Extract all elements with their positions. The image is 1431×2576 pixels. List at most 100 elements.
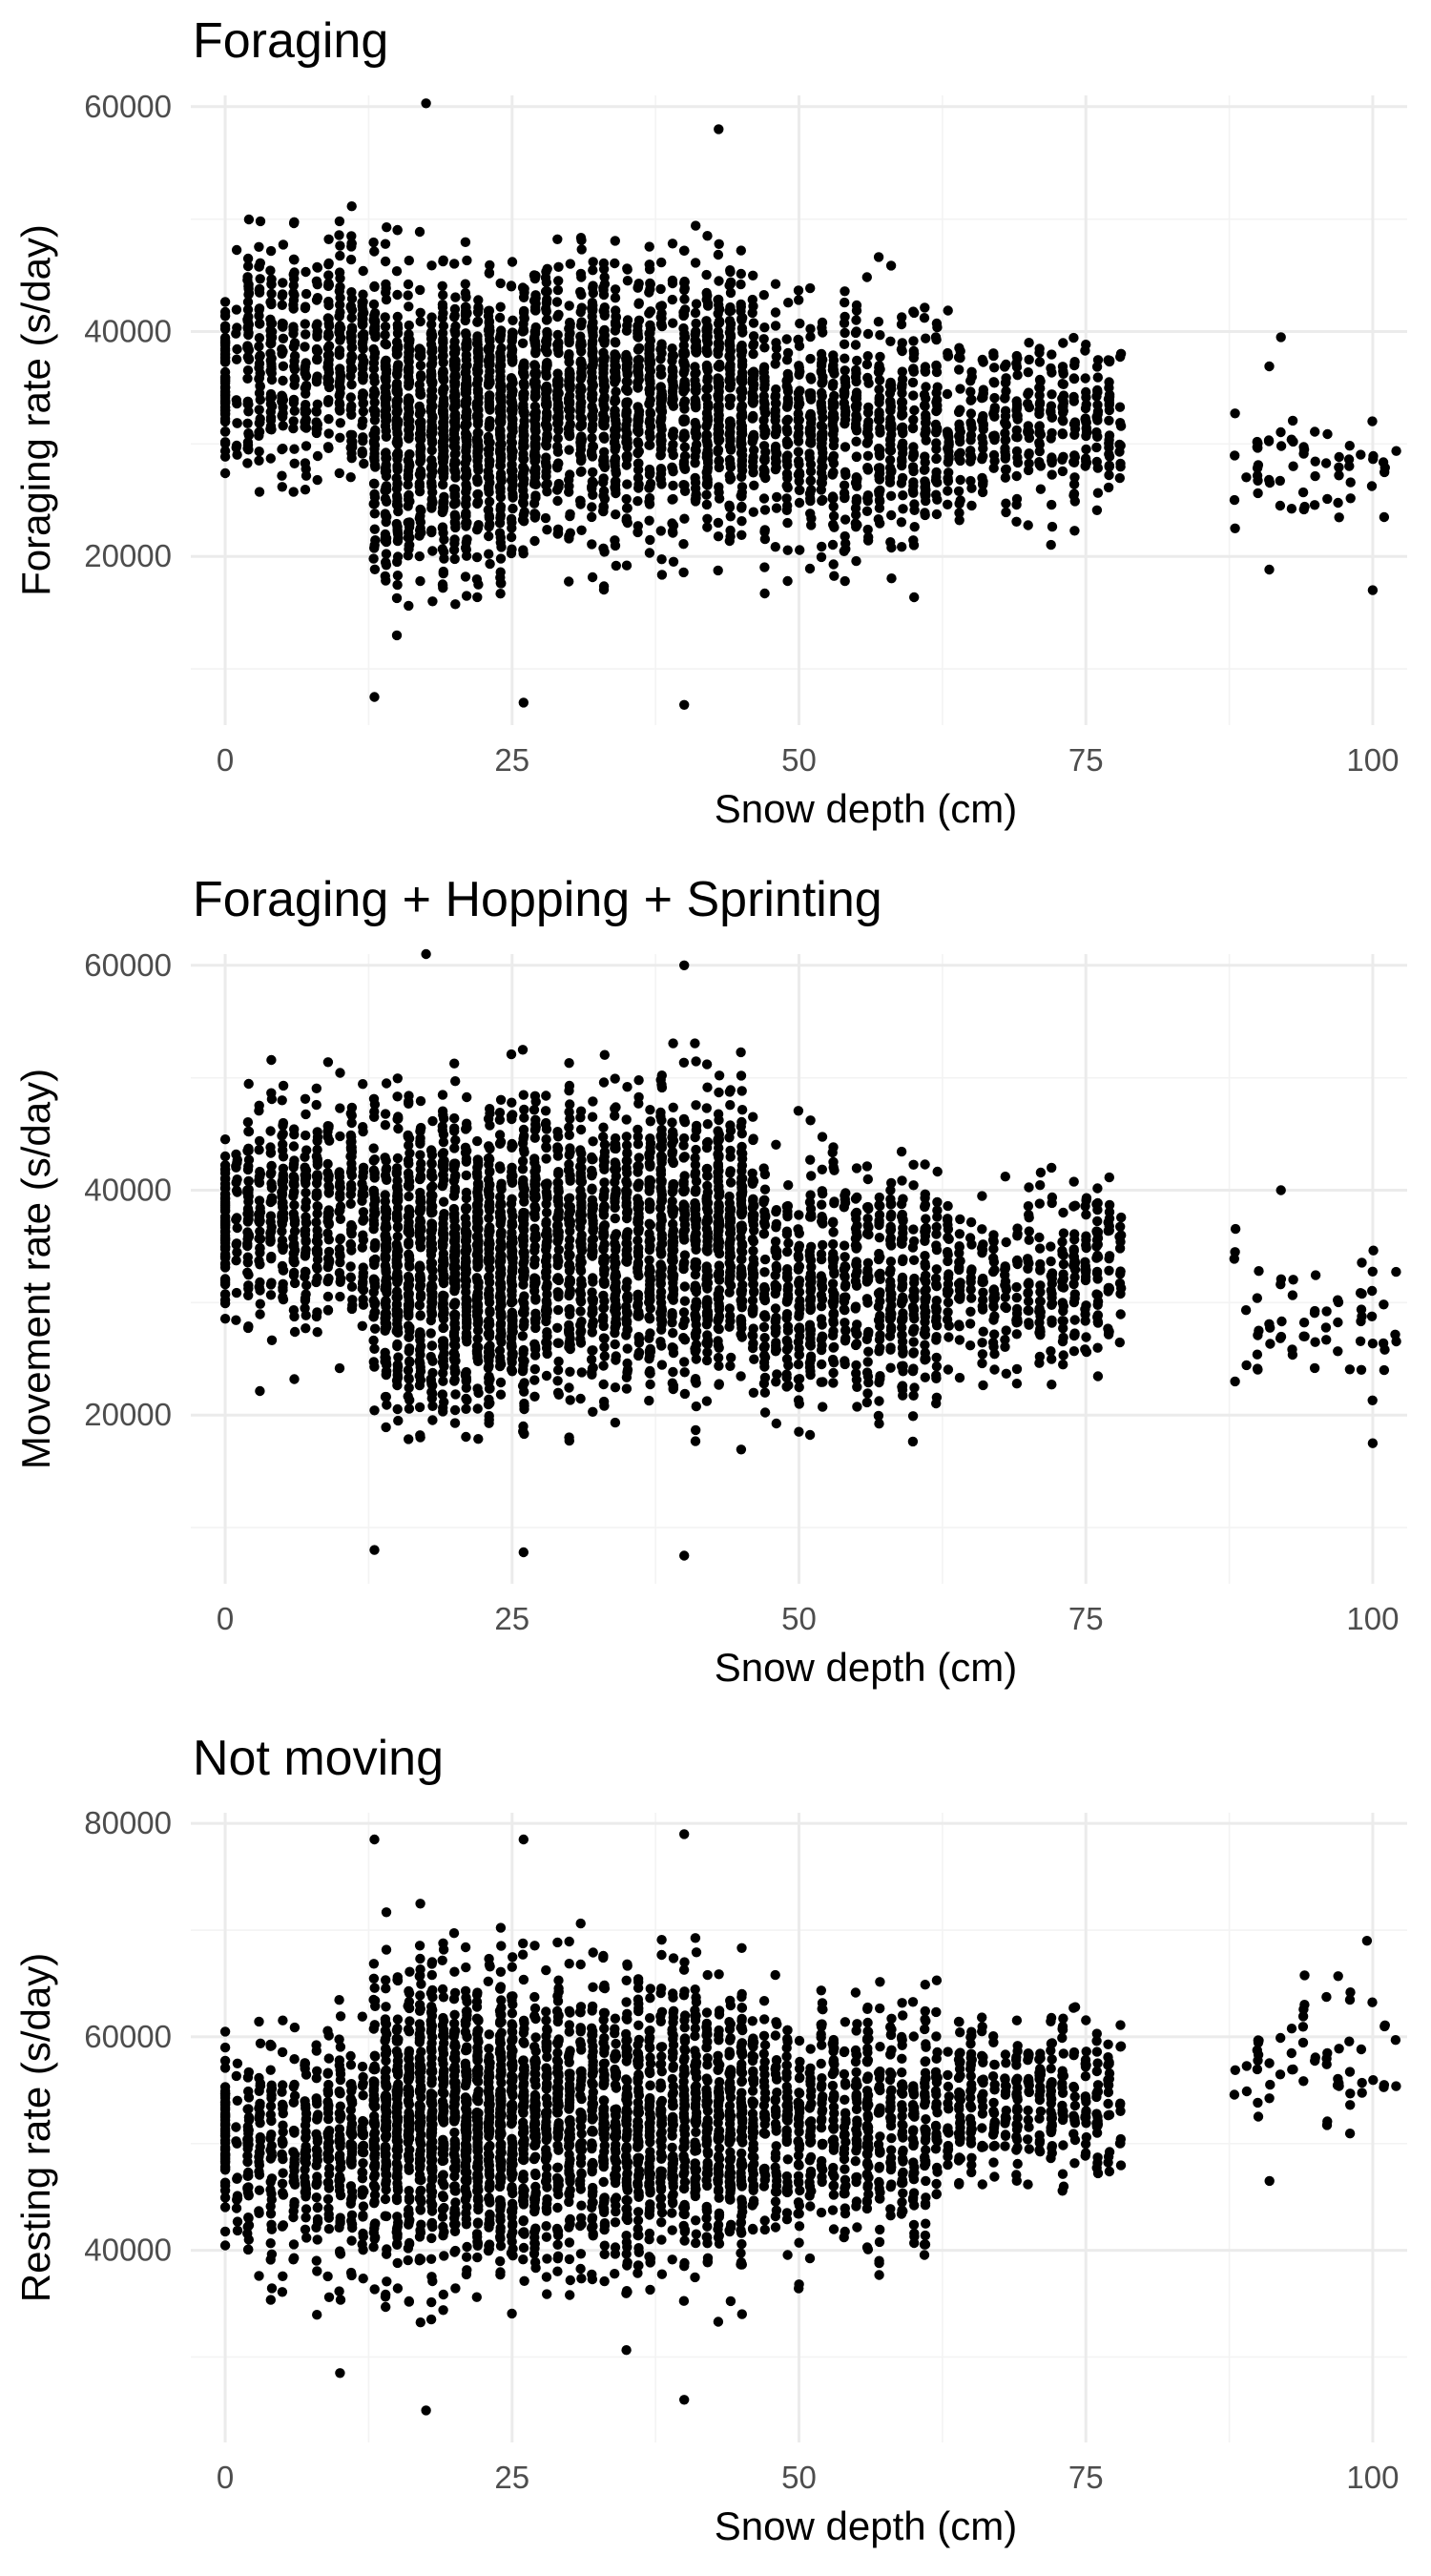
- data-point: [312, 1307, 322, 1318]
- data-point: [850, 372, 861, 383]
- data-point: [645, 384, 655, 394]
- data-point: [460, 279, 470, 289]
- data-point: [1104, 415, 1114, 426]
- data-point: [782, 439, 793, 450]
- data-point: [380, 373, 390, 384]
- data-point: [265, 1126, 276, 1136]
- data-point: [368, 237, 379, 248]
- data-point: [795, 545, 805, 555]
- scatter-points: [219, 948, 1401, 1561]
- data-point: [725, 422, 736, 433]
- data-point: [495, 1094, 507, 1105]
- data-point: [587, 484, 597, 494]
- data-point: [346, 343, 357, 353]
- x-tick-label: 25: [494, 742, 529, 778]
- data-point: [943, 499, 953, 509]
- data-point: [598, 282, 609, 293]
- data-point: [656, 301, 668, 311]
- data-point: [690, 307, 701, 319]
- data-point: [460, 419, 470, 429]
- data-point: [323, 1174, 334, 1184]
- data-point: [484, 396, 494, 407]
- data-point: [313, 1237, 323, 1248]
- data-point: [507, 450, 517, 461]
- data-point: [472, 427, 483, 438]
- data-point: [404, 1382, 414, 1393]
- data-point: [380, 322, 391, 332]
- data-point: [783, 298, 794, 308]
- data-point: [702, 455, 714, 466]
- data-point: [885, 537, 896, 548]
- data-point: [1345, 477, 1356, 488]
- data-point: [817, 456, 827, 467]
- data-point: [794, 428, 804, 439]
- data-point: [978, 357, 988, 367]
- data-point: [611, 311, 621, 322]
- data-point: [312, 262, 323, 273]
- data-point: [266, 401, 278, 412]
- data-point: [702, 231, 713, 241]
- data-point: [346, 304, 358, 316]
- data-point: [254, 303, 265, 314]
- data-point: [357, 1242, 367, 1253]
- data-point: [781, 480, 792, 491]
- data-point: [655, 382, 666, 393]
- data-point: [507, 257, 518, 267]
- data-point: [323, 300, 334, 311]
- data-point: [1058, 338, 1068, 348]
- data-point: [311, 1217, 321, 1228]
- data-point: [461, 445, 471, 456]
- data-point: [897, 366, 907, 377]
- data-point: [369, 310, 380, 321]
- data-point: [254, 405, 264, 415]
- data-point: [818, 494, 828, 506]
- data-point: [449, 259, 460, 269]
- data-point: [690, 477, 701, 488]
- data-point: [954, 498, 964, 509]
- data-point: [254, 455, 264, 466]
- data-point: [323, 395, 334, 405]
- data-point: [701, 489, 712, 500]
- data-point: [415, 370, 426, 381]
- data-point: [358, 436, 368, 447]
- data-point: [805, 509, 816, 519]
- data-point: [473, 1434, 484, 1444]
- data-point: [392, 311, 403, 322]
- data-point: [289, 364, 301, 375]
- data-point: [725, 322, 736, 334]
- data-point: [701, 430, 712, 441]
- data-point: [450, 599, 461, 610]
- data-point: [414, 478, 425, 488]
- data-point: [621, 406, 633, 417]
- data-point: [667, 294, 677, 305]
- data-point: [827, 493, 838, 504]
- data-point: [552, 463, 563, 473]
- data-point: [300, 319, 310, 329]
- data-point: [587, 571, 598, 583]
- data-point: [1344, 461, 1355, 471]
- data-point: [1024, 338, 1034, 348]
- data-point: [542, 286, 552, 297]
- data-point: [598, 473, 609, 484]
- data-point: [312, 1173, 322, 1184]
- data-point: [219, 297, 231, 307]
- data-point: [840, 374, 850, 384]
- data-point: [1011, 493, 1023, 505]
- data-point: [219, 340, 231, 351]
- data-point: [219, 1249, 231, 1259]
- data-point: [345, 1261, 356, 1272]
- data-point: [495, 532, 506, 543]
- data-point: [368, 343, 379, 355]
- data-point: [621, 397, 632, 407]
- data-point: [644, 515, 654, 526]
- data-point: [758, 493, 770, 504]
- data-point: [438, 1196, 449, 1207]
- data-point: [255, 1234, 266, 1244]
- data-point: [507, 460, 517, 470]
- data-point: [587, 343, 598, 354]
- data-point: [462, 435, 472, 447]
- data-point: [219, 382, 231, 392]
- data-point: [633, 458, 644, 468]
- data-point: [254, 1256, 264, 1266]
- data-point: [1081, 392, 1091, 403]
